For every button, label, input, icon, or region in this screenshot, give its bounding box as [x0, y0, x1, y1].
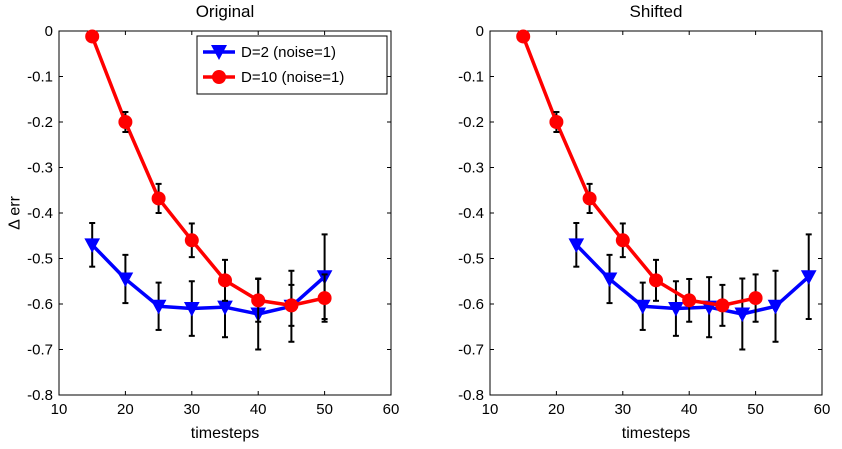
data-point: [601, 272, 618, 288]
y-tick-label: -0.8: [458, 387, 484, 404]
data-point: [734, 307, 751, 323]
x-axis-label: timesteps: [622, 425, 690, 442]
axes-box: [489, 30, 823, 396]
y-tick-label: -0.5: [27, 251, 53, 268]
data-point: [682, 293, 697, 308]
x-tick-label: 60: [814, 401, 831, 418]
y-tick-label: -0.2: [458, 114, 484, 131]
y-tick-label: -0.3: [27, 160, 53, 177]
data-point: [767, 299, 784, 315]
x-tick-label: 30: [183, 401, 200, 418]
x-tick-label: 40: [250, 401, 267, 418]
data-point: [251, 293, 266, 308]
x-axis-label: timesteps: [191, 425, 259, 442]
data-point: [549, 115, 564, 129]
data-point: [649, 273, 663, 288]
chart-title: Shifted: [630, 2, 683, 21]
data-point: [150, 299, 167, 315]
y-tick-label: 0: [476, 23, 484, 40]
y-tick-label: -0.3: [458, 160, 484, 177]
y-tick-label: 0: [45, 23, 53, 40]
x-tick-label: 30: [614, 401, 631, 418]
data-point: [183, 302, 200, 317]
data-point: [615, 233, 630, 248]
data-point: [516, 29, 531, 44]
data-point: [568, 238, 585, 253]
y-tick-label: -0.8: [27, 387, 53, 404]
series-1: [568, 222, 817, 351]
data-point: [800, 270, 817, 285]
legend-marker: [212, 70, 226, 84]
y-tick-label: -0.5: [458, 251, 484, 268]
legend-entry: D=2 (noise=1): [241, 44, 336, 61]
data-point: [748, 291, 763, 306]
x-tick-label: 40: [681, 401, 698, 418]
x-tick-label: 10: [51, 401, 68, 418]
data-point: [634, 299, 651, 315]
x-tick-label: 50: [747, 401, 764, 418]
data-point: [184, 233, 199, 248]
y-tick-label: -0.1: [458, 69, 484, 86]
data-point: [582, 191, 597, 206]
chart-panel-2: 10 20 30 40 50 60 0 -0.1 -0.2 -0.3 -0.4 -0.5 -0.6 -0.…: [458, 2, 830, 442]
chart-panel-1: 10 20 30 40 50 60 0 -0.1 -0.2 -0.3 -0.4 -0.5 -0.6 -0.…: [7, 2, 400, 442]
series-2: [85, 29, 332, 327]
y-tick-label: -0.4: [458, 205, 484, 222]
data-point: [117, 272, 134, 288]
data-point: [151, 191, 166, 206]
x-tick-label: 20: [117, 401, 134, 418]
data-point: [85, 29, 100, 44]
x-tick-label: 20: [548, 401, 565, 418]
legend: D=2 (noise=1) D=10 (noise=1): [196, 35, 388, 95]
data-point: [284, 298, 299, 313]
x-tick-label: 60: [383, 401, 400, 418]
x-tick-label: 10: [482, 401, 499, 418]
y-tick-label: -0.7: [27, 342, 53, 359]
y-tick-label: -0.1: [27, 69, 53, 86]
data-point: [668, 302, 684, 317]
y-tick-label: -0.2: [27, 114, 53, 131]
y-tick-label: -0.4: [27, 205, 53, 222]
y-axis-label: Δ err: [7, 195, 24, 229]
series-2: [516, 29, 763, 327]
x-tick-label: 50: [316, 401, 333, 418]
y-tick-label: -0.7: [458, 342, 484, 359]
legend-entry: D=10 (noise=1): [241, 69, 344, 86]
series-1: [84, 222, 333, 351]
data-point: [317, 291, 332, 306]
data-point: [84, 238, 101, 253]
data-point: [218, 273, 232, 288]
data-point: [118, 115, 133, 129]
data-point: [715, 298, 730, 313]
chart-title: Original: [196, 2, 255, 21]
series-line: [575, 243, 810, 316]
legend-box: [196, 35, 388, 95]
y-tick-label: -0.6: [27, 296, 53, 313]
series-line: [521, 35, 756, 308]
y-tick-label: -0.6: [458, 296, 484, 313]
legend-marker: [211, 45, 227, 60]
